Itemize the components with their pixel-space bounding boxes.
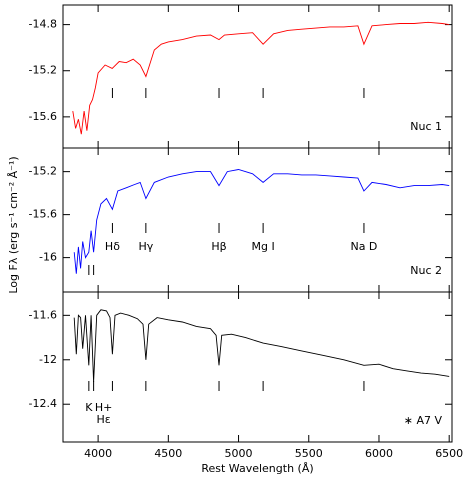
line-label: K	[85, 401, 93, 414]
y-tick-label: -14.8	[29, 18, 57, 31]
line-label: Hδ	[105, 240, 120, 253]
x-tick-label: 4000	[84, 447, 112, 460]
y-tick-label: -15.6	[29, 110, 57, 123]
spectrum-line	[73, 169, 450, 274]
line-label: Hε	[97, 413, 111, 426]
panel-frame	[62, 291, 453, 443]
x-axis-label: Rest Wavelength (Å)	[201, 462, 313, 475]
line-label: Na D	[350, 240, 377, 253]
y-tick-label: -15.6	[29, 208, 57, 221]
y-tick-label: -12.4	[29, 397, 57, 410]
x-tick-label: 5500	[295, 447, 323, 460]
y-tick-label: -12	[39, 353, 57, 366]
x-tick-label: 6000	[365, 447, 393, 460]
y-tick-label: -16	[39, 251, 57, 264]
line-label: Mg I	[252, 240, 275, 253]
panel-label: Nuc 2	[410, 264, 442, 277]
spectrum-line	[73, 309, 450, 383]
y-tick-label: -15.2	[29, 165, 57, 178]
x-tick-label: 4500	[154, 447, 182, 460]
spectrum-line	[72, 21, 450, 135]
line-label: Hβ	[211, 240, 226, 253]
x-tick-label: 6500	[435, 447, 463, 460]
x-tick-label: 5000	[225, 447, 253, 460]
y-tick-label: -15.2	[29, 64, 57, 77]
panel-frame	[62, 4, 453, 149]
y-tick-label: -11.6	[29, 308, 57, 321]
panel-label: ∗ A7 V	[404, 414, 443, 427]
line-label: Hγ	[138, 240, 153, 253]
panel-label: Nuc 1	[410, 120, 442, 133]
y-axis-label: Log Fλ (erg s⁻¹ cm⁻² Å⁻¹)	[7, 156, 20, 293]
line-label: H+	[95, 401, 113, 414]
panel-frame	[62, 147, 453, 293]
